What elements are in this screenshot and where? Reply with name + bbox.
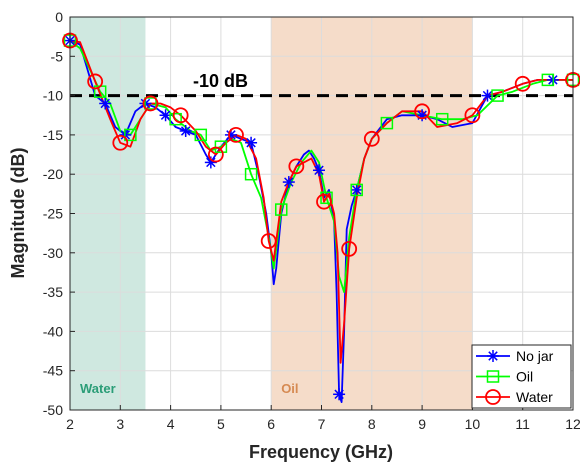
- marker-water: [87, 73, 104, 90]
- y-tick-label: -25: [43, 206, 63, 222]
- y-tick-label: -5: [51, 48, 64, 64]
- axes-layer: 2 3 4 5 6 7 8 9 10 11 12 0 -5 -10 -15 -20 -25 -30 -35 -40 -4…: [43, 9, 580, 432]
- marker-water: [514, 75, 531, 92]
- band-label-oil: Oil: [281, 381, 298, 396]
- marker-oil: [350, 183, 363, 197]
- marker-water: [464, 107, 481, 124]
- x-tick-label: 3: [116, 416, 124, 432]
- x-tick-label: 7: [318, 416, 326, 432]
- marker-oil: [194, 128, 208, 142]
- x-tick-label: 8: [368, 416, 376, 432]
- x-axis-label: Frequency (GHz): [249, 442, 393, 462]
- y-tick-label: -30: [43, 245, 63, 261]
- marker-no-jar: [179, 124, 192, 137]
- marker-oil: [124, 128, 137, 142]
- marker-oil: [244, 167, 258, 181]
- x-tick-label: 12: [565, 416, 580, 432]
- marker-water: [142, 95, 159, 112]
- marker-no-jar: [245, 136, 258, 149]
- legend: No jar Oil Water: [471, 344, 572, 409]
- band-label-water: Water: [80, 381, 116, 396]
- y-tick-label: 0: [55, 9, 63, 25]
- marker-water: [260, 233, 277, 249]
- marker-no-jar: [159, 109, 172, 122]
- marker-no-jar: [99, 97, 112, 110]
- y-tick-label: -35: [43, 284, 63, 300]
- legend-label-water: Water: [516, 389, 553, 405]
- marker-water: [112, 134, 129, 151]
- marker-no-jar: [282, 176, 295, 189]
- marker-water: [414, 103, 431, 120]
- legend-label-oil: Oil: [516, 369, 533, 385]
- reference-line-label: -10 dB: [193, 71, 248, 91]
- marker-water: [363, 130, 380, 147]
- y-axis-label: Magnitude (dB): [8, 148, 28, 279]
- y-tick-label: -40: [43, 323, 63, 339]
- legend-marker-oil: [486, 370, 500, 383]
- x-tick-label: 9: [418, 416, 426, 432]
- y-tick-label: -10: [43, 88, 63, 104]
- marker-no-jar: [350, 183, 363, 196]
- marker-oil: [541, 73, 555, 87]
- x-tick-label: 10: [465, 416, 481, 432]
- x-tick-label: 6: [267, 416, 275, 432]
- y-tick-label: -50: [43, 402, 63, 418]
- marker-oil: [169, 112, 182, 126]
- marker-no-jar: [312, 164, 325, 177]
- marker-oil: [380, 116, 394, 130]
- x-tick-label: 4: [167, 416, 175, 432]
- legend-label-no-jar: No jar: [516, 348, 554, 364]
- legend-marker-no-jar: [487, 350, 499, 362]
- marker-oil: [275, 203, 288, 216]
- marker-oil: [144, 97, 157, 110]
- marker-water: [228, 126, 244, 143]
- marker-oil: [320, 191, 333, 205]
- marker-oil: [435, 112, 449, 126]
- y-tick-label: -20: [43, 166, 63, 182]
- marker-water: [207, 146, 224, 163]
- x-tick-label: 11: [515, 416, 530, 432]
- marker-water: [288, 158, 305, 175]
- x-tick-label: 5: [217, 416, 225, 432]
- y-tick-label: -45: [43, 363, 63, 379]
- marker-oil: [491, 89, 504, 102]
- x-tick-label: 2: [66, 416, 74, 432]
- series-line-water: [70, 39, 573, 364]
- legend-marker-water: [485, 389, 501, 405]
- marker-water: [172, 107, 189, 124]
- y-tick-label: -15: [43, 127, 63, 143]
- marker-no-jar: [333, 388, 346, 401]
- marker-water: [341, 240, 358, 257]
- marker-water: [316, 193, 332, 210]
